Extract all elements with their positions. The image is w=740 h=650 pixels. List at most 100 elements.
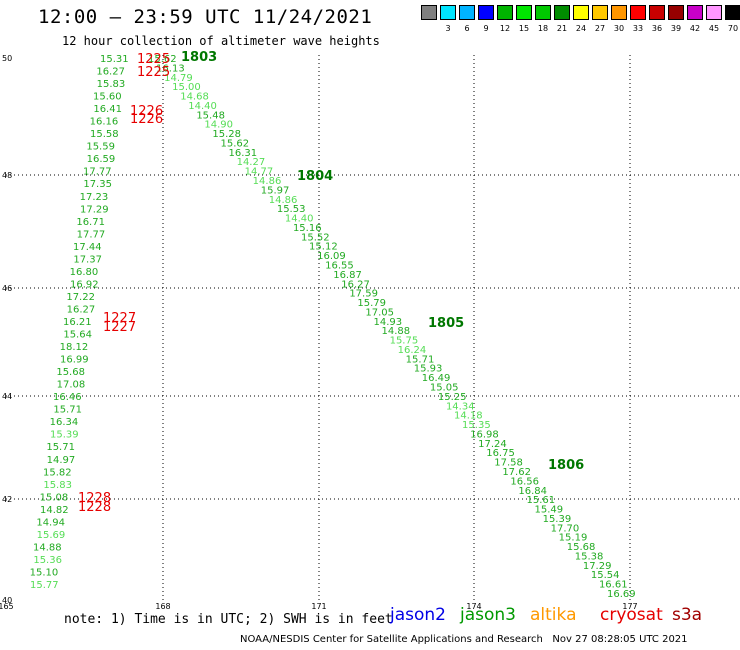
- wave-height-value: 16.84: [518, 486, 547, 497]
- legend-swatch: [497, 5, 513, 20]
- pass-time-label: 1226: [130, 104, 163, 119]
- pass-time-label: 1226: [130, 112, 163, 127]
- wave-height-value: 15.31: [100, 54, 129, 65]
- wave-height-value: 15.68: [567, 542, 596, 553]
- latitude-tick-label: 42: [2, 495, 12, 504]
- wave-height-value: 15.36: [33, 555, 62, 566]
- wave-height-value: 17.23: [80, 192, 109, 203]
- wave-height-value: 16.80: [70, 267, 99, 278]
- pass-time-label: 1227: [103, 320, 136, 335]
- wave-height-value: 16.55: [325, 260, 354, 271]
- pass-time-label: 1225: [137, 65, 170, 80]
- legend-label: 27: [594, 24, 606, 33]
- legend-label: 12: [499, 24, 511, 33]
- wave-height-value: 15.60: [93, 92, 122, 103]
- wave-height-value: 15.68: [56, 367, 85, 378]
- legend-swatch: [554, 5, 570, 20]
- wave-height-value: 15.83: [97, 79, 126, 90]
- wave-height-value: 15.38: [575, 551, 604, 562]
- wave-height-value: 14.93: [373, 317, 402, 328]
- wave-height-value: 15.97: [261, 185, 290, 196]
- wave-height-value: 15.58: [90, 129, 119, 140]
- wave-height-value: 14.40: [188, 101, 217, 112]
- wave-height-value: 15.54: [591, 570, 620, 581]
- wave-height-value: 14.40: [285, 214, 314, 225]
- wave-height-value: 15.62: [220, 138, 249, 149]
- wave-height-value: 14.34: [446, 401, 475, 412]
- legend-swatch: [573, 5, 589, 20]
- wave-height-value: 15.39: [543, 514, 572, 525]
- wave-height-value: 15.49: [535, 505, 564, 516]
- legend-label: 21: [556, 24, 568, 33]
- legend-label: 15: [518, 24, 530, 33]
- pass-time-label: 1228: [78, 500, 111, 515]
- legend-label: 30: [613, 24, 625, 33]
- wave-height-value: 15.52: [301, 232, 330, 243]
- wave-height-value: 15.10: [30, 567, 59, 578]
- wave-height-value: 17.22: [66, 292, 95, 303]
- legend-swatch: [516, 5, 532, 20]
- credit-line: NOAA/NESDIS Center for Satellite Applica…: [240, 634, 688, 645]
- legend-label: 36: [651, 24, 663, 33]
- wave-height-value: 18.12: [60, 342, 89, 353]
- longitude-tick-label: 174: [466, 602, 481, 611]
- pass-time-label: 1804: [297, 169, 333, 184]
- legend-swatch: [459, 5, 475, 20]
- wave-height-value: 17.44: [73, 242, 102, 253]
- satellite-name: jason3: [460, 605, 516, 625]
- wave-height-value: 16.16: [90, 117, 119, 128]
- wave-height-value: 14.88: [382, 326, 411, 337]
- wave-height-value: 15.19: [559, 533, 588, 544]
- wave-height-value: 15.59: [86, 142, 115, 153]
- wave-height-value: 16.92: [70, 279, 99, 290]
- wave-height-value: 15.71: [53, 405, 82, 416]
- map-subtitle: 12 hour collection of altimeter wave hei…: [62, 34, 380, 48]
- legend-swatch: [611, 5, 627, 20]
- footer-note: note: 1) Time is in UTC; 2) SWH is in fe…: [64, 612, 393, 627]
- wave-height-value: 16.34: [50, 417, 79, 428]
- wave-height-value: 15.64: [63, 330, 92, 341]
- wave-height-value: 15.12: [309, 242, 338, 253]
- legend-label: 24: [575, 24, 587, 33]
- wave-height-value: 15.77: [30, 580, 59, 591]
- wave-height-value: 14.97: [47, 455, 76, 466]
- wave-height-value: 17.35: [83, 179, 112, 190]
- wave-height-value: 15.08: [40, 492, 69, 503]
- wave-height-value: 15.83: [43, 480, 72, 491]
- pass-time-label: 1806: [548, 458, 584, 473]
- legend-swatch: [478, 5, 494, 20]
- legend-label: 33: [632, 24, 644, 33]
- wave-height-value: 15.28: [212, 129, 241, 140]
- wave-height-value: 15.69: [37, 530, 66, 541]
- satellite-name: altika: [530, 605, 577, 625]
- wave-height-value: 15.16: [293, 223, 322, 234]
- wave-height-value: 14.68: [180, 92, 209, 103]
- wave-height-value: 15.62: [148, 54, 177, 65]
- wave-height-value: 16.87: [333, 270, 362, 281]
- wave-height-value: 17.37: [73, 254, 102, 265]
- legend-label: 70: [727, 24, 739, 33]
- latitude-tick-label: 50: [2, 54, 12, 63]
- wave-height-value: 17.62: [502, 467, 531, 478]
- longitude-tick-label: 177: [622, 602, 637, 611]
- wave-height-value: 16.99: [60, 355, 89, 366]
- wave-height-value: 15.75: [390, 336, 419, 347]
- latitude-tick-label: 48: [2, 171, 12, 180]
- wave-height-value: 16.31: [229, 148, 258, 159]
- wave-height-value: 15.48: [196, 110, 225, 121]
- wave-height-value: 15.05: [430, 383, 459, 394]
- legend-swatch: [706, 5, 722, 20]
- wave-height-value: 16.71: [76, 217, 105, 228]
- wave-height-value: 17.77: [77, 229, 106, 240]
- wave-height-value: 17.29: [583, 561, 612, 572]
- legend-label: 18: [537, 24, 549, 33]
- wave-height-value: 14.86: [253, 176, 282, 187]
- pass-time-label: 1228: [78, 491, 111, 506]
- legend-swatch: [649, 5, 665, 20]
- legend-swatch: [440, 5, 456, 20]
- wave-height-value: 16.21: [63, 317, 92, 328]
- longitude-tick-label: 171: [311, 602, 326, 611]
- wave-height-value: 17.05: [365, 307, 394, 318]
- wave-height-value: 16.24: [398, 345, 427, 356]
